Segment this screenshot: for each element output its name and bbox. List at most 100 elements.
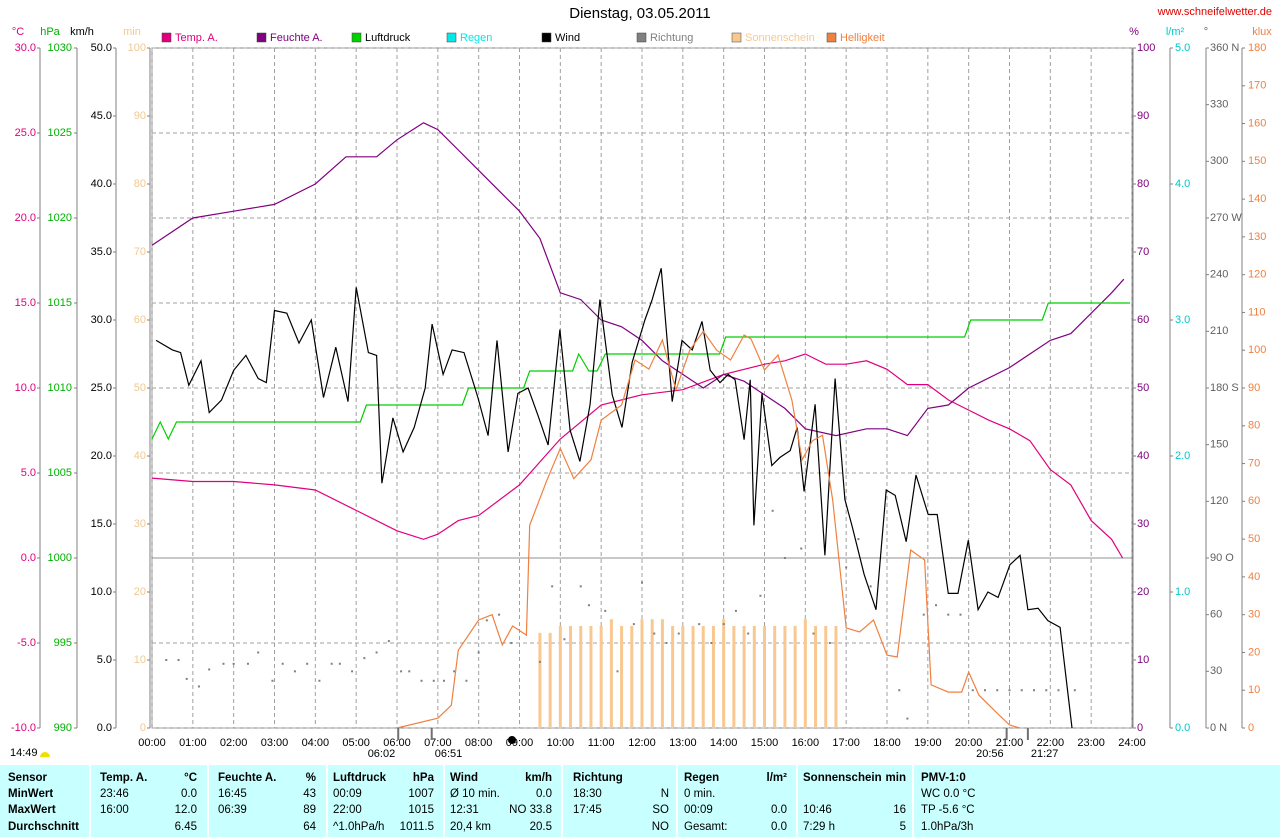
direction-dot: [420, 679, 423, 682]
table-background: [0, 765, 1280, 837]
table-separators: [89, 765, 914, 837]
table-cell: 16:45: [218, 788, 247, 800]
table-cell: 20.5: [530, 821, 552, 833]
sunshine-bar: [558, 626, 562, 728]
y-tick-label: 1010: [48, 382, 72, 394]
table-cell: 22:00: [333, 804, 362, 816]
legend-swatch: [636, 32, 647, 43]
direction-dot: [653, 632, 656, 635]
y-tick-label: 10: [1248, 684, 1260, 696]
direction-dot: [453, 670, 456, 673]
direction-dot: [477, 651, 480, 654]
y-tick-label: 2.0: [1175, 450, 1190, 462]
table-cell: TP -5.6 °C: [921, 804, 975, 816]
table-cell: 00:09: [333, 788, 362, 800]
direction-dot: [1008, 689, 1011, 692]
sunshine-bar: [681, 626, 685, 728]
direction-dot: [318, 679, 321, 682]
y-tick-label: 35.0: [91, 246, 112, 258]
y-tick-label: 0.0: [21, 552, 36, 564]
direction-dot: [922, 613, 925, 616]
y-tick-label: 30: [134, 518, 146, 530]
x-tick-label: 04:00: [302, 737, 330, 749]
x-tick-label: 00:00: [138, 737, 166, 749]
table-cell: Gesamt:: [684, 821, 727, 833]
row-label: MinWert: [8, 788, 53, 800]
table-cell: 0.0: [771, 804, 787, 816]
y-tick-label: 140: [1248, 193, 1266, 205]
direction-dot: [387, 640, 390, 643]
y-tick-label: 30: [1248, 609, 1260, 621]
sunshine-bar: [732, 626, 736, 728]
table-cell: 06:39: [218, 804, 247, 816]
marker-label: 21:27: [1031, 748, 1059, 760]
y-tick-label: 0.0: [97, 722, 112, 734]
sunshine-bar: [783, 626, 787, 728]
direction-dot: [498, 613, 501, 616]
y-tick-label: 30: [1137, 518, 1149, 530]
y-tick-label: 1015: [48, 297, 72, 309]
direction-dot: [271, 679, 274, 682]
y-tick-label: 80: [1137, 178, 1149, 190]
table-header: min: [886, 772, 906, 784]
x-tick-label: 17:00: [832, 737, 860, 749]
sunshine-bar: [630, 626, 634, 728]
direction-dot: [632, 623, 635, 626]
direction-dot: [734, 609, 737, 612]
x-tick-label: 19:00: [914, 737, 942, 749]
table-cell: 18:30: [573, 788, 602, 800]
direction-dot: [722, 623, 725, 626]
direction-dot: [935, 604, 937, 607]
x-tick-label: 15:00: [751, 737, 779, 749]
y-tick-label: 50: [134, 382, 146, 394]
direction-dot: [641, 581, 643, 584]
y-tick-label: 50: [1137, 382, 1149, 394]
x-tick-label: 10:00: [547, 737, 575, 749]
sunshine-bar: [579, 626, 583, 728]
table-header: Luftdruck: [333, 772, 387, 784]
y-tick-label: 20: [1248, 646, 1260, 658]
x-tick-label: 18:00: [873, 737, 901, 749]
y-tick-label: 30.0: [91, 314, 112, 326]
table-cell: 64: [303, 821, 316, 833]
x-tick-label: 13:00: [669, 737, 697, 749]
y-tick-label: 45.0: [91, 110, 112, 122]
sunshine-bar: [609, 619, 613, 728]
legend-label: Feuchte A.: [270, 32, 323, 44]
direction-dot: [408, 670, 411, 673]
sunshine-bar: [701, 626, 705, 728]
table-header: Sonnenschein: [803, 772, 882, 784]
y-tick-label: 60: [1248, 495, 1260, 507]
x-tick-label: 03:00: [261, 737, 289, 749]
table-cell: 12.0: [175, 804, 197, 816]
sunshine-bar: [599, 626, 603, 728]
sunshine-bar: [691, 626, 695, 728]
y-tick-label: 110: [1248, 306, 1266, 318]
table-cell: 23:46: [100, 788, 129, 800]
direction-dot: [1045, 689, 1048, 692]
x-tick-label: 09:00: [506, 737, 534, 749]
y-tick-label: -10.0: [11, 722, 36, 734]
sunshine-bar: [620, 626, 624, 728]
direction-dot: [828, 642, 831, 644]
legend-swatch: [351, 32, 362, 43]
direction-dot: [1020, 689, 1023, 692]
direction-dot: [293, 670, 296, 673]
y-tick-label: 5.0: [1175, 42, 1190, 54]
direction-dot: [330, 662, 333, 665]
x-tick-label: 02:00: [220, 737, 248, 749]
y-tick-label: 50: [1248, 533, 1260, 545]
legend-label: Helligkeit: [840, 32, 885, 44]
sunshine-bar: [640, 619, 644, 728]
y-tick-label: 150: [1248, 155, 1266, 167]
direction-dot: [432, 679, 435, 682]
y-tick-label: 120: [1210, 495, 1228, 507]
axis-title: l/m²: [1166, 26, 1185, 38]
table-header: km/h: [525, 772, 552, 784]
direction-dot: [579, 585, 582, 588]
x-tick-label: 06:00: [383, 737, 411, 749]
axis-title: km/h: [70, 26, 94, 38]
direction-dot: [232, 662, 235, 665]
y-tick-label: 20: [134, 586, 146, 598]
table-cell: 43: [303, 788, 316, 800]
